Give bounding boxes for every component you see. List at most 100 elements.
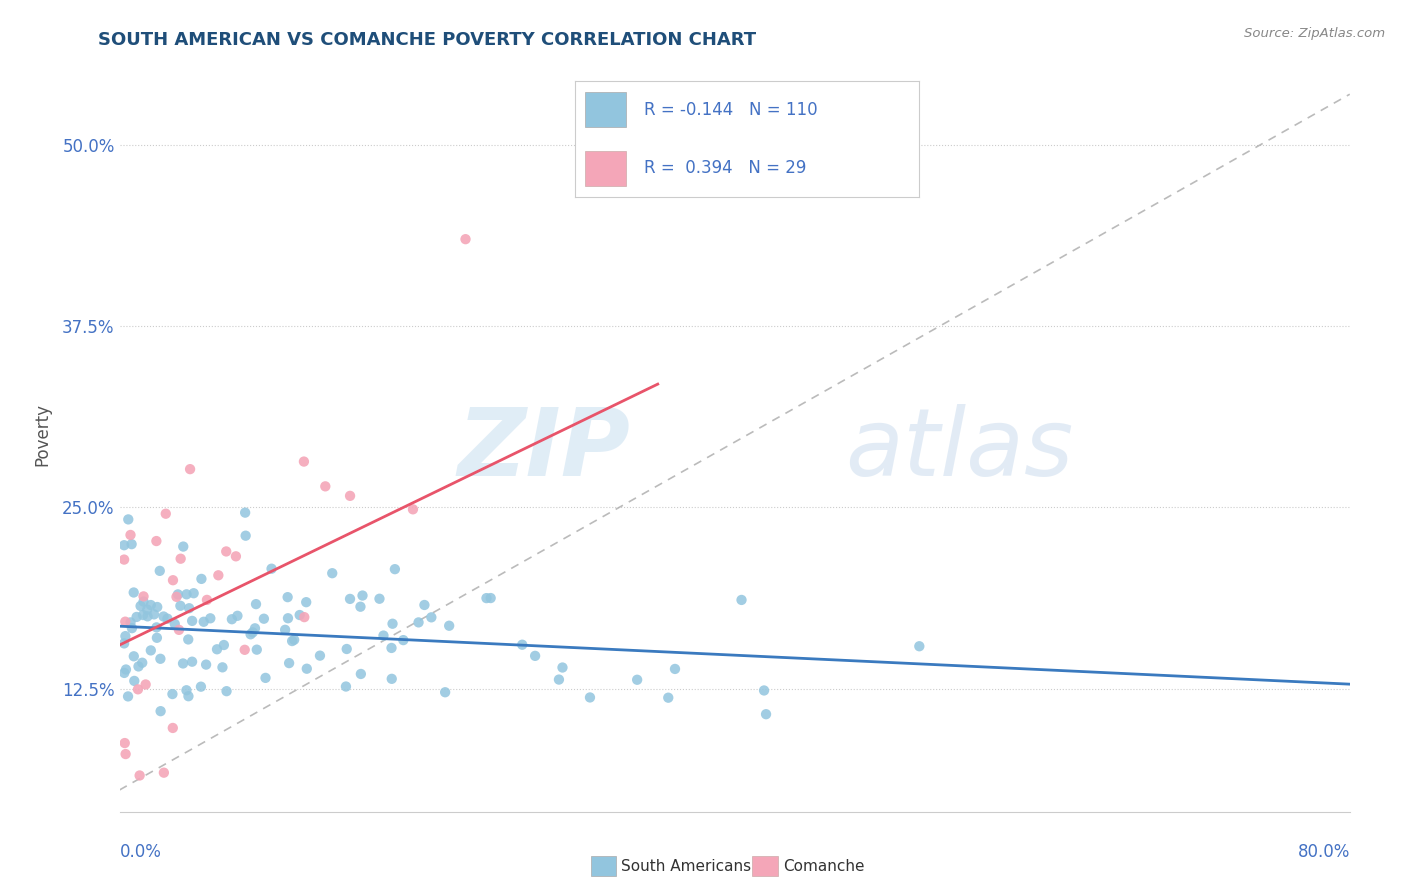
- Point: [730, 593, 752, 607]
- Point: [179, 601, 201, 615]
- Point: [292, 610, 315, 624]
- Point: [162, 687, 184, 701]
- Point: [579, 690, 602, 705]
- Text: South Americans: South Americans: [621, 859, 752, 873]
- Point: [139, 598, 162, 612]
- Point: [181, 655, 204, 669]
- Point: [112, 665, 135, 680]
- Point: [167, 623, 190, 637]
- Point: [292, 454, 315, 468]
- Point: [200, 611, 222, 625]
- Point: [657, 690, 679, 705]
- Point: [336, 642, 359, 657]
- Point: [153, 765, 176, 780]
- Point: [120, 528, 142, 542]
- Point: [179, 462, 201, 476]
- Point: [132, 594, 155, 608]
- Point: [235, 529, 257, 543]
- Point: [233, 506, 256, 520]
- Text: 80.0%: 80.0%: [1298, 843, 1350, 861]
- Point: [155, 507, 177, 521]
- Point: [215, 544, 238, 558]
- Point: [114, 615, 136, 629]
- Point: [149, 652, 172, 666]
- Point: [176, 683, 198, 698]
- Point: [384, 562, 406, 576]
- Point: [120, 615, 142, 630]
- Point: [162, 721, 184, 735]
- Point: [212, 638, 235, 652]
- Point: [314, 479, 336, 493]
- Point: [169, 599, 191, 613]
- Point: [143, 607, 166, 622]
- Point: [122, 649, 145, 664]
- Point: [524, 648, 547, 663]
- Point: [755, 707, 778, 722]
- Point: [172, 657, 194, 671]
- Point: [117, 512, 139, 526]
- Point: [420, 610, 443, 624]
- Point: [169, 551, 191, 566]
- Point: [166, 590, 188, 604]
- Point: [295, 662, 318, 676]
- Point: [146, 600, 169, 615]
- Point: [152, 609, 174, 624]
- Point: [402, 502, 425, 516]
- Point: [112, 552, 135, 566]
- Point: [167, 587, 190, 601]
- Point: [908, 639, 931, 653]
- Point: [146, 631, 169, 645]
- Point: [246, 642, 269, 657]
- Point: [172, 540, 194, 554]
- Point: [193, 615, 215, 629]
- Point: [128, 768, 150, 782]
- Text: Source: ZipAtlas.com: Source: ZipAtlas.com: [1244, 27, 1385, 40]
- Point: [195, 657, 218, 672]
- Point: [288, 607, 311, 622]
- Point: [381, 672, 404, 686]
- Point: [121, 537, 143, 551]
- Point: [221, 612, 243, 626]
- Point: [225, 549, 247, 564]
- Point: [260, 562, 283, 576]
- Point: [122, 585, 145, 599]
- Point: [181, 614, 204, 628]
- Point: [121, 621, 143, 635]
- Point: [437, 618, 460, 632]
- Point: [510, 638, 533, 652]
- Point: [132, 590, 155, 604]
- Point: [434, 685, 457, 699]
- Point: [176, 587, 198, 601]
- Point: [207, 568, 229, 582]
- Point: [136, 602, 159, 616]
- Point: [163, 616, 186, 631]
- Point: [352, 589, 374, 603]
- Point: [254, 671, 277, 685]
- Point: [205, 642, 228, 657]
- Point: [177, 632, 200, 647]
- Point: [381, 616, 404, 631]
- Point: [321, 566, 343, 581]
- Point: [145, 620, 167, 634]
- Point: [162, 573, 184, 587]
- Point: [211, 660, 233, 674]
- Point: [350, 667, 373, 681]
- Point: [233, 642, 256, 657]
- Point: [127, 659, 149, 673]
- Point: [368, 591, 391, 606]
- Point: [114, 736, 136, 750]
- Point: [309, 648, 332, 663]
- Point: [190, 680, 212, 694]
- Point: [479, 591, 502, 605]
- Text: atlas: atlas: [845, 404, 1074, 495]
- Point: [149, 704, 172, 718]
- Point: [373, 629, 395, 643]
- Point: [239, 627, 262, 641]
- Point: [277, 590, 299, 604]
- Point: [129, 599, 152, 613]
- Point: [349, 599, 371, 614]
- Point: [281, 634, 304, 648]
- Point: [253, 612, 276, 626]
- Point: [335, 680, 357, 694]
- Point: [226, 608, 249, 623]
